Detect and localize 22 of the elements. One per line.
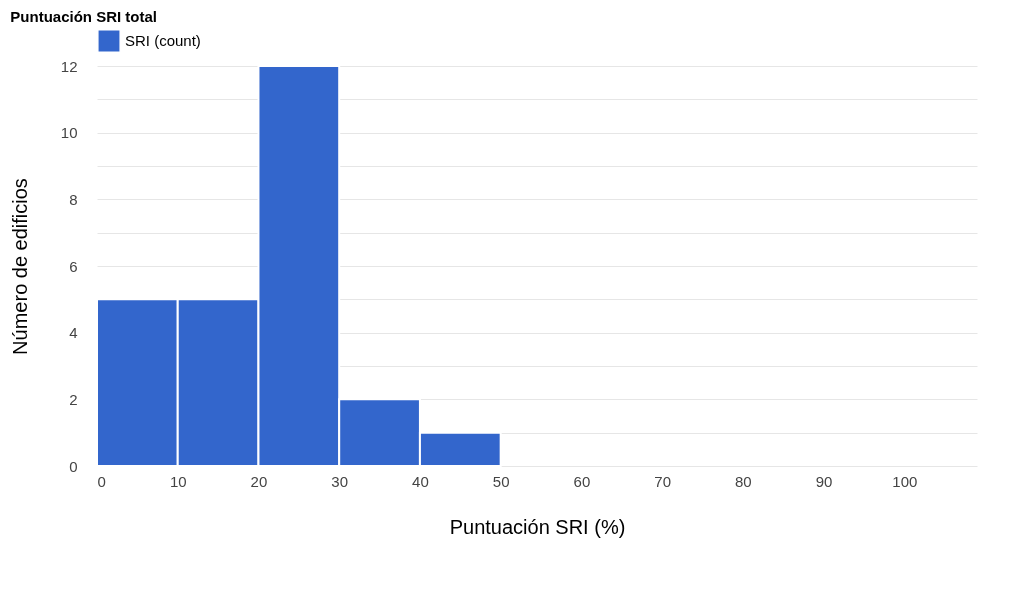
x-tick-label: 70 (654, 472, 671, 490)
y-tick-label: 4 (69, 324, 78, 342)
y-tick-label: 2 (69, 390, 78, 408)
x-tick-label: 60 (573, 472, 591, 490)
x-tick-label: 100 (892, 472, 918, 490)
y-tick-label: 6 (69, 257, 78, 275)
y-axis-title: Número de edificios (8, 178, 31, 355)
x-tick-label: 90 (815, 472, 833, 490)
x-tick-label: 40 (412, 472, 429, 490)
y-tick-label: 10 (60, 124, 78, 142)
x-tick-label: 30 (331, 472, 349, 490)
chart-title: Puntuación SRI total (10, 8, 157, 25)
x-tick-label: 20 (250, 472, 268, 490)
y-tick-label: 0 (69, 457, 78, 475)
x-tick-label: 50 (492, 472, 510, 490)
x-tick-label: 10 (169, 472, 187, 490)
legend-label: SRI (count) (125, 32, 201, 49)
x-axis-title: Puntuación SRI (%) (449, 515, 626, 538)
x-tick-label: 0 (97, 472, 106, 490)
x-tick-label: 80 (735, 472, 752, 490)
y-tick-label: 12 (60, 57, 78, 75)
y-tick-label: 8 (69, 190, 78, 208)
